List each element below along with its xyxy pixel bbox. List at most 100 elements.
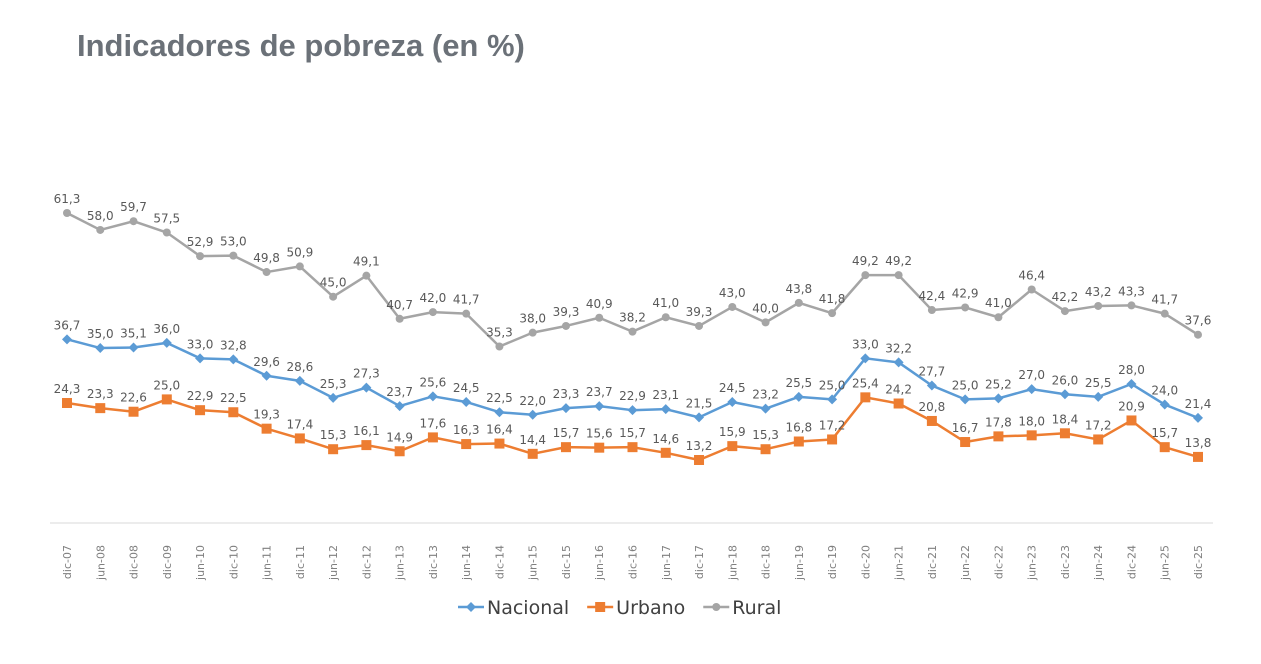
rural-point — [63, 209, 71, 217]
x-tick-label: jun-24 — [1092, 545, 1105, 581]
urbano-point — [660, 447, 671, 458]
rural-data-label: 43,2 — [1085, 285, 1112, 299]
x-tick-label: dic-25 — [1192, 545, 1205, 579]
nacional-data-label: 28,6 — [286, 360, 313, 374]
x-tick-label: dic-20 — [859, 545, 872, 579]
nacional-point — [660, 404, 671, 415]
x-tick-label: jun-14 — [460, 545, 473, 581]
urbano-point — [1059, 428, 1070, 439]
rural-point — [561, 321, 570, 330]
nacional-point — [361, 382, 372, 393]
nacional-data-label: 22,0 — [519, 394, 546, 408]
x-tick-label: dic-17 — [693, 545, 706, 579]
nacional-data-label: 24,5 — [453, 381, 480, 395]
rural-point — [661, 313, 670, 322]
rural-point — [794, 298, 803, 307]
legend-nacional-marker — [466, 602, 476, 612]
rural-data-label: 50,9 — [286, 245, 313, 259]
nacional-point — [760, 403, 771, 414]
rural-data-label: 43,3 — [1118, 284, 1145, 298]
x-tick-label: jun-17 — [660, 545, 673, 581]
urbano-data-label: 17,2 — [819, 418, 846, 432]
urbano-data-label: 13,8 — [1185, 436, 1212, 450]
urbano-data-label: 15,9 — [719, 425, 746, 439]
rural-point — [162, 228, 171, 237]
rural-data-label: 39,3 — [686, 305, 713, 319]
rural-point — [495, 342, 504, 351]
nacional-data-label: 23,7 — [386, 385, 413, 399]
nacional-data-label: 26,0 — [1052, 373, 1079, 387]
rural-data-label: 43,0 — [719, 286, 746, 300]
nacional-point — [694, 412, 705, 423]
rural-data-label: 42,4 — [919, 289, 946, 303]
rural-data-label: 49,1 — [353, 255, 380, 269]
urbano-point — [1193, 451, 1203, 462]
nacional-point — [893, 357, 904, 368]
rural-point — [362, 271, 371, 280]
x-tick-label: dic-12 — [360, 545, 373, 579]
rural-point — [428, 308, 437, 317]
x-tick-label: dic-23 — [1059, 545, 1072, 579]
rural-data-label: 41,7 — [1151, 293, 1178, 307]
x-tick-label: jun-21 — [893, 545, 906, 581]
x-tick-label: dic-19 — [826, 545, 839, 579]
x-tick-label: dic-13 — [427, 545, 440, 579]
urbano-point — [827, 434, 838, 445]
urbano-data-label: 23,3 — [87, 387, 114, 401]
nacional-data-label: 25,2 — [985, 377, 1012, 391]
nacional-point — [1026, 384, 1037, 395]
urbano-point — [893, 398, 904, 409]
urbano-point — [394, 446, 405, 457]
rural-data-label: 41,0 — [985, 296, 1012, 310]
rural-data-label: 43,8 — [785, 282, 812, 296]
nacional-point — [1059, 389, 1070, 400]
urbano-point — [926, 415, 937, 426]
rural-data-label: 41,7 — [453, 293, 480, 307]
urbano-point — [427, 432, 438, 443]
rural-data-label: 40,7 — [386, 298, 413, 312]
nacional-data-label: 23,7 — [586, 385, 613, 399]
rural-data-label: 59,7 — [120, 200, 147, 214]
nacional-data-label: 22,9 — [619, 389, 646, 403]
nacional-point — [95, 343, 106, 354]
nacional-data-label: 36,0 — [153, 322, 180, 336]
nacional-data-label: 24,5 — [719, 381, 746, 395]
urbano-point — [527, 448, 538, 459]
nacional-point — [1159, 399, 1170, 410]
urbano-point — [195, 405, 206, 416]
rural-data-label: 38,2 — [619, 311, 646, 325]
rural-point — [1060, 307, 1069, 316]
x-tick-label: jun-16 — [593, 545, 606, 581]
urbano-point — [1093, 434, 1104, 445]
urbano-point — [461, 439, 472, 450]
nacional-point — [860, 353, 871, 364]
nacional-data-label: 25,5 — [785, 376, 812, 390]
x-tick-label: dic-22 — [992, 545, 1005, 579]
rural-point — [861, 271, 870, 280]
urbano-point — [62, 397, 72, 408]
urbano-data-label: 16,7 — [952, 421, 979, 435]
x-tick-label: jun-08 — [94, 545, 107, 581]
nacional-point — [128, 342, 139, 353]
rural-data-label: 57,5 — [153, 212, 180, 226]
nacional-point — [827, 394, 838, 405]
urbano-point — [228, 407, 239, 418]
nacional-data-label: 35,1 — [120, 327, 147, 341]
rural-point — [628, 327, 637, 336]
x-tick-label: dic-11 — [294, 545, 307, 579]
nacional-point — [427, 391, 438, 402]
urbano-data-label: 25,4 — [852, 376, 879, 390]
legend-urbano-marker — [595, 602, 606, 612]
urbano-data-label: 15,7 — [553, 426, 580, 440]
urbano-data-label: 22,5 — [220, 391, 247, 405]
urbano-data-label: 20,8 — [919, 400, 946, 414]
urbano-data-label: 25,0 — [153, 378, 180, 392]
rural-data-label: 39,3 — [553, 305, 580, 319]
x-tick-label: dic-14 — [493, 545, 506, 579]
rural-point — [828, 309, 837, 318]
nacional-data-label: 25,3 — [320, 377, 347, 391]
nacional-data-label: 27,0 — [1018, 368, 1045, 382]
nacional-data-label: 25,6 — [420, 375, 447, 389]
x-tick-label: dic-08 — [128, 545, 141, 579]
